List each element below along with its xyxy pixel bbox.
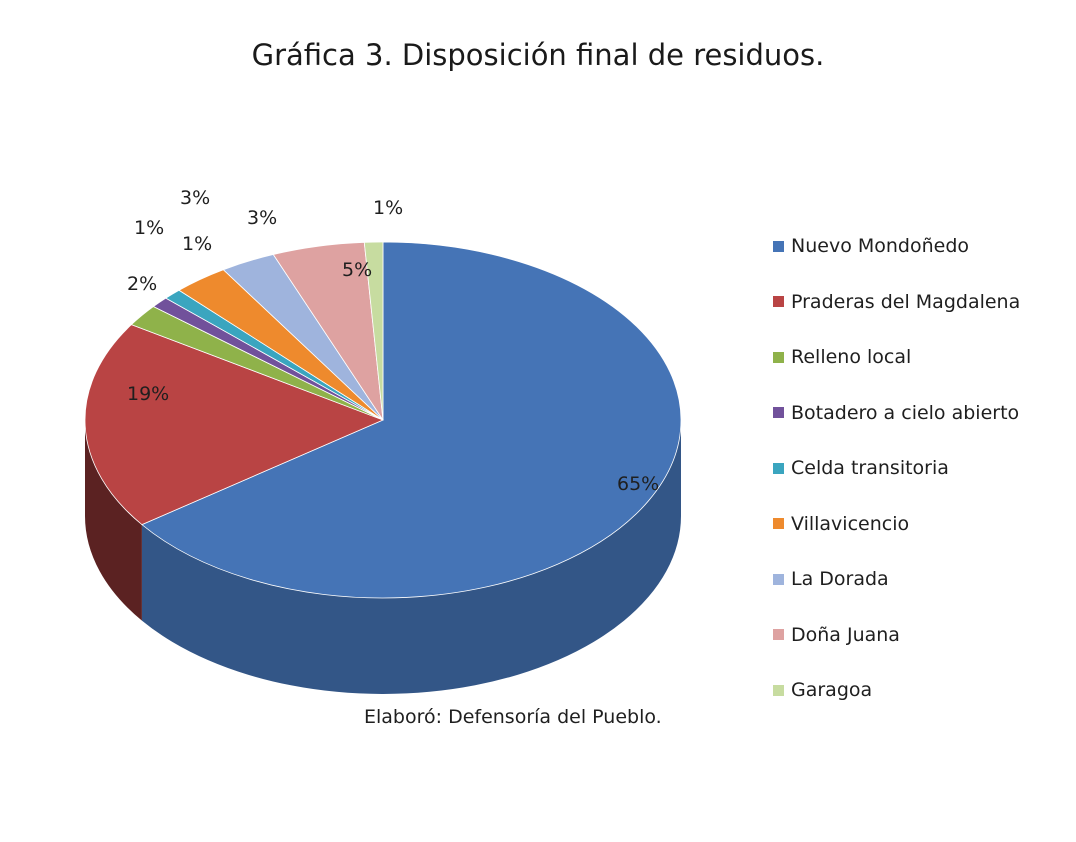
legend-item: Relleno local [773, 343, 911, 371]
legend-swatch [773, 573, 784, 585]
legend-label: Praderas del Magdalena [791, 290, 1021, 313]
legend-swatch [773, 240, 784, 252]
legend-swatch [773, 462, 784, 474]
data-label-villavicencio: 3% [247, 207, 277, 229]
legend-label: Botadero a cielo abierto [791, 401, 1020, 424]
pie-slice-praderas-del-magdalena [84, 324, 385, 526]
pie-side-praderas-del-magdalena [85, 420, 142, 621]
data-label-praderas-del-magdalena: 19% [127, 383, 169, 405]
chart-title: Gráfica 3. Disposición final de residuos… [251, 38, 825, 72]
legend-item: Villavicencio [773, 510, 909, 538]
legend-label: Villavicencio [791, 512, 910, 535]
data-label-relleno-local: 2% [127, 273, 157, 295]
legend-label: Celda transitoria [791, 457, 949, 479]
data-label-garagoa: 1% [373, 197, 403, 219]
legend-swatch [773, 518, 784, 529]
data-label-botadero-a-cielo-abierto: 1% [134, 217, 164, 239]
pie-side-nuevo-mondo-edo [141, 420, 681, 695]
data-label-celda-transitoria: 1% [182, 233, 212, 255]
legend-label: Doña Juana [791, 623, 900, 646]
data-label-la-dorada: 3% [180, 187, 210, 209]
pie-slice-garagoa [363, 241, 384, 421]
legend-item: Doña Juana [773, 621, 900, 649]
legend-swatch [773, 629, 784, 640]
pie-data-labels: 65% 19% 2% 1% 1% 3% 3% 5% 1% [127, 187, 659, 495]
legend-swatch [773, 407, 784, 418]
pie-side-walls [85, 420, 681, 695]
legend-item: Garagoa [773, 676, 872, 704]
legend-item: Nuevo Mondoñedo [773, 232, 969, 260]
legend-item: Botadero a cielo abierto [773, 399, 1019, 427]
legend-swatch [773, 684, 784, 696]
legend-label: Nuevo Mondoñedo [791, 235, 970, 257]
data-label-nuevo-mondo-edo: 65% [617, 473, 659, 495]
source-note: Elaboró: Defensoría del Pueblo. [364, 706, 662, 728]
legend-item: La Dorada [773, 565, 889, 593]
legend-label: La Dorada [791, 568, 889, 590]
legend-label: Relleno local [791, 346, 912, 368]
legend-swatch [773, 351, 784, 363]
data-label-do-a-juana: 5% [342, 259, 372, 281]
pie-slices [84, 241, 682, 599]
pie-slice-nuevo-mondo-edo [141, 241, 682, 599]
legend-item: Praderas del Magdalena [773, 288, 1020, 316]
legend-label: Garagoa [791, 679, 873, 701]
legend-item: Celda transitoria [773, 454, 949, 482]
legend-swatch [773, 296, 784, 307]
